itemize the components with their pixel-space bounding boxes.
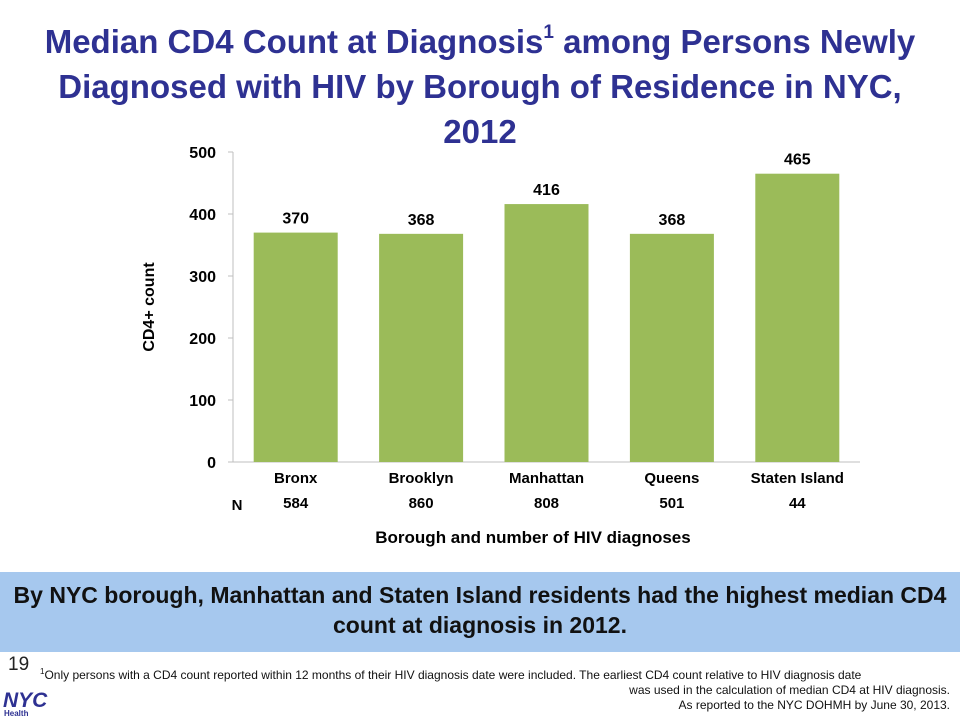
bar bbox=[629, 233, 714, 462]
n-value-label: 501 bbox=[659, 495, 684, 512]
bar-value-label: 368 bbox=[408, 212, 435, 229]
slide-title: Median CD4 Count at Diagnosis1 among Per… bbox=[20, 10, 940, 154]
logo-subtext: Health bbox=[4, 709, 29, 718]
x-tick-label: Bronx bbox=[274, 470, 318, 487]
n-value-label: 808 bbox=[534, 495, 559, 512]
x-tick-label: Manhattan bbox=[509, 470, 584, 487]
bar-value-label: 370 bbox=[282, 211, 309, 228]
bar-chart: 0 100 200 300 400 500 CD4+ count 370 Bronx 584 368… bbox=[141, 145, 860, 547]
callout-text: By NYC borough, Manhattan and Staten Isl… bbox=[13, 582, 947, 638]
slide-number: 19 bbox=[8, 654, 30, 675]
x-tick-label: Staten Island bbox=[751, 470, 844, 487]
bar bbox=[253, 232, 338, 462]
x-tick-label: Brooklyn bbox=[389, 470, 454, 487]
bar-value-label: 465 bbox=[784, 152, 811, 169]
n-row-label: N bbox=[232, 497, 243, 514]
slide-title-main: Median CD4 Count at Diagnosis bbox=[44, 23, 544, 60]
callout-box: By NYC borough, Manhattan and Staten Isl… bbox=[0, 572, 960, 652]
y-tick-label: 400 bbox=[189, 207, 216, 224]
nyc-health-logo: NYC Health bbox=[3, 689, 48, 718]
bar bbox=[755, 173, 840, 462]
y-tick-label: 100 bbox=[189, 393, 216, 410]
footnote-line-1: 1Only persons with a CD4 count reported … bbox=[40, 664, 950, 683]
bar bbox=[504, 204, 589, 462]
n-value-label: 584 bbox=[283, 495, 309, 512]
footnote-line-2: was used in the calculation of median CD… bbox=[629, 683, 950, 697]
n-value-label: 44 bbox=[789, 495, 806, 512]
footnote-marker: 1 bbox=[40, 667, 45, 676]
y-axis-title: CD4+ count bbox=[141, 262, 158, 352]
x-axis-title: Borough and number of HIV diagnoses bbox=[375, 528, 690, 547]
footnote-line-3: As reported to the NYC DOHMH by June 30,… bbox=[678, 698, 950, 712]
logo-text: NYC bbox=[3, 689, 48, 712]
footnote-line-1-text: Only persons with a CD4 count reported w… bbox=[44, 668, 862, 682]
footnote: 1Only persons with a CD4 count reported … bbox=[40, 664, 950, 713]
title-footnote-marker: 1 bbox=[543, 22, 554, 43]
bar-value-label: 368 bbox=[659, 212, 686, 229]
y-tick-label: 500 bbox=[189, 145, 216, 162]
n-value-label: 860 bbox=[409, 495, 434, 512]
slide-title-rest: among Persons Newly Diagnosed with HIV b… bbox=[58, 23, 916, 150]
bar-value-label: 416 bbox=[533, 182, 560, 199]
y-tick-label: 200 bbox=[189, 331, 216, 348]
x-tick-label: Queens bbox=[644, 470, 699, 487]
bar bbox=[379, 233, 464, 462]
y-tick-label: 300 bbox=[189, 269, 216, 286]
y-tick-label: 0 bbox=[207, 455, 216, 472]
